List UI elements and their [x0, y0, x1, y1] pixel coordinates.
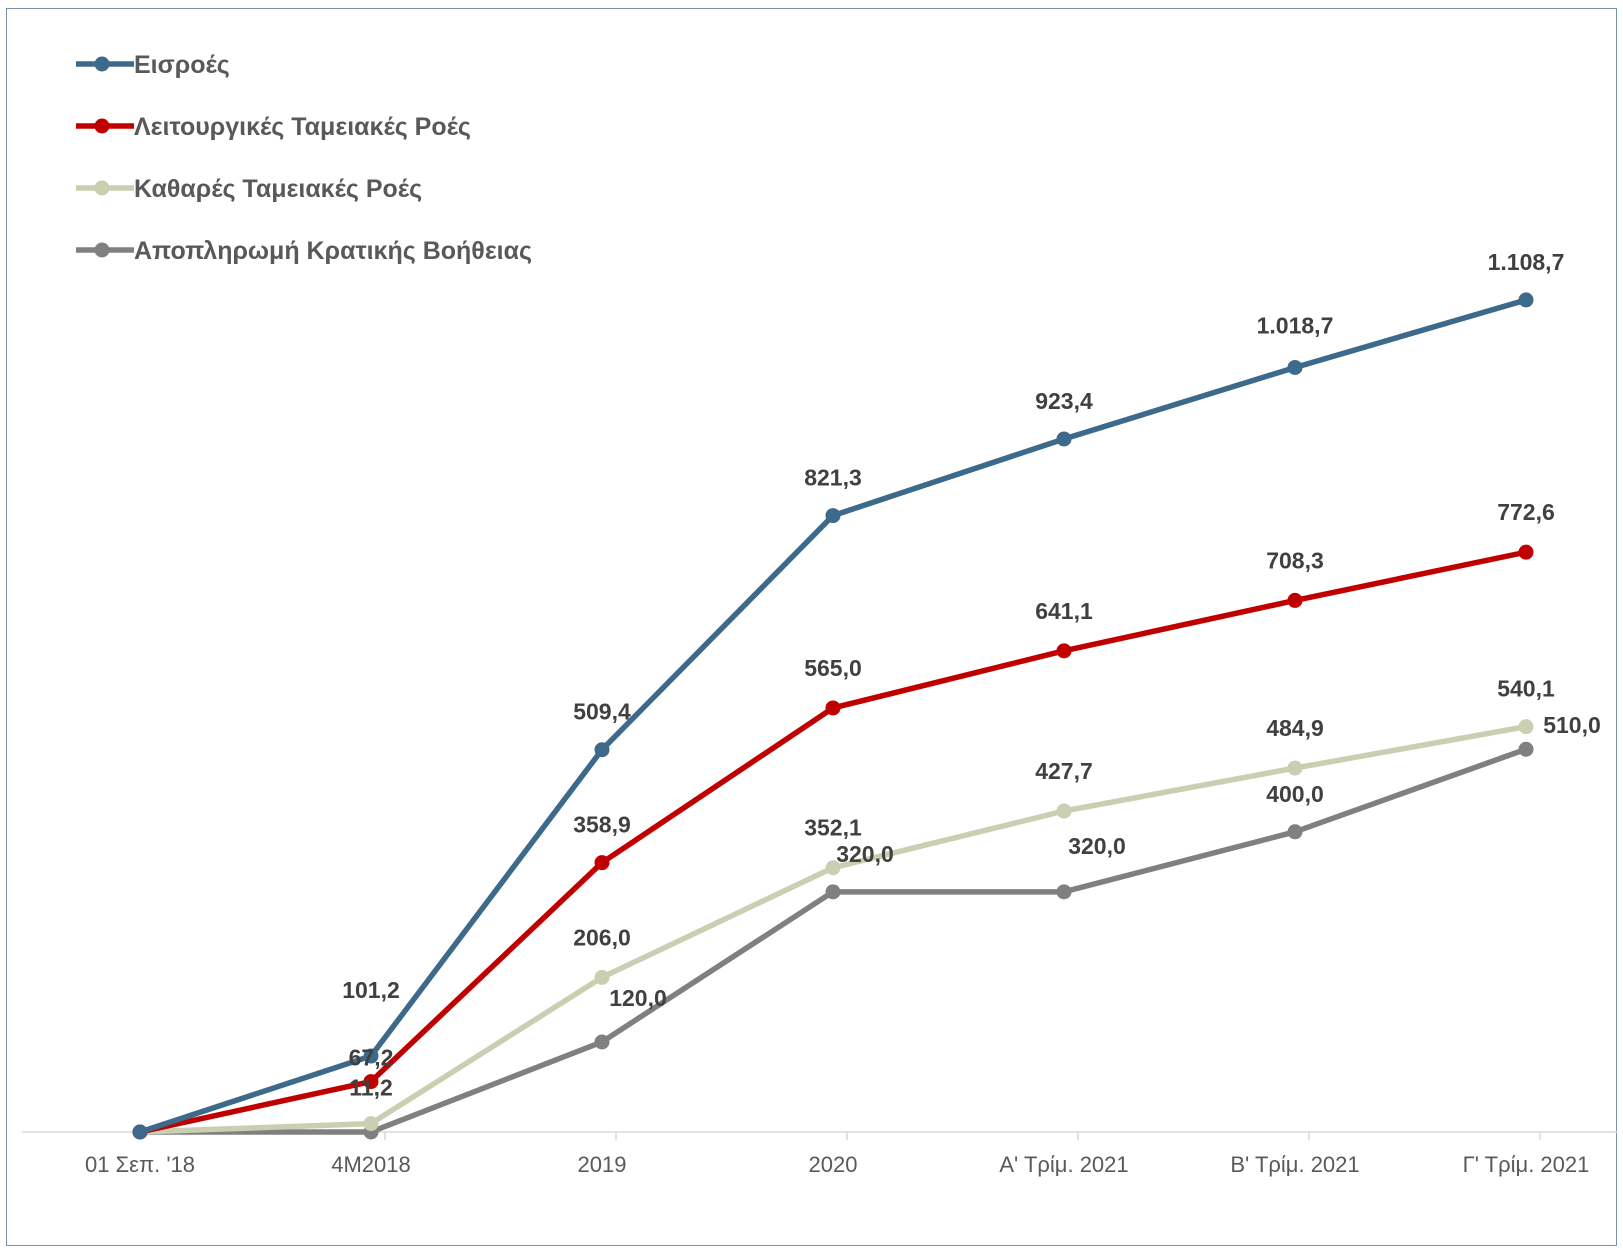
x-tick-label: 2020: [809, 1152, 858, 1177]
data-point: [595, 855, 610, 870]
x-tick-label: Α' Τρίμ. 2021: [999, 1152, 1128, 1177]
x-tick-label: 4M2018: [331, 1152, 411, 1177]
data-point: [1057, 804, 1072, 819]
legend-label: Αποπληρωμή Κρατικής Βοήθειας: [134, 237, 532, 265]
data-label: 101,2: [342, 977, 400, 1003]
x-tick-label: 2019: [578, 1152, 627, 1177]
data-label: 510,0: [1543, 712, 1601, 738]
data-point: [133, 1125, 148, 1140]
x-tick-label: 01 Σεπ. '18: [85, 1152, 195, 1177]
x-axis: 01 Σεπ. '18 4M2018 2019 2020 Α' Τρίμ. 2021 Β'…: [22, 1132, 1617, 1177]
data-label: 923,4: [1035, 388, 1093, 414]
data-label: 206,0: [573, 924, 631, 950]
data-point: [1519, 719, 1534, 734]
legend: Εισροές Λειτουργικές Ταμειακές Ροές Καθαρέ…: [76, 51, 532, 265]
data-point: [1057, 431, 1072, 446]
data-label: 67,2: [349, 1045, 394, 1071]
data-point: [1288, 761, 1303, 776]
data-point: [595, 970, 610, 985]
data-label: 1.108,7: [1488, 249, 1565, 275]
legend-swatch-marker: [95, 57, 110, 72]
data-label: 11,2: [349, 1075, 393, 1101]
data-point: [595, 1034, 610, 1049]
legend-swatch-marker: [95, 181, 110, 196]
data-point: [1288, 593, 1303, 608]
data-point: [1288, 360, 1303, 375]
x-tick-label: Γ' Τρίμ. 2021: [1463, 1152, 1590, 1177]
data-point: [826, 700, 841, 715]
data-point: [1519, 545, 1534, 560]
data-label: 565,0: [804, 655, 862, 681]
data-point: [826, 884, 841, 899]
legend-swatch-marker: [95, 243, 110, 258]
legend-swatch-marker: [95, 119, 110, 134]
data-label: 641,1: [1035, 598, 1093, 624]
data-point: [1057, 643, 1072, 658]
data-label: 821,3: [804, 465, 862, 491]
data-label: 484,9: [1266, 715, 1324, 741]
data-point: [826, 508, 841, 523]
data-label: 509,4: [573, 699, 631, 725]
data-label: 540,1: [1497, 676, 1555, 702]
data-point: [1057, 884, 1072, 899]
x-tick-label: Β' Τρίμ. 2021: [1230, 1152, 1359, 1177]
data-label: 772,6: [1497, 499, 1555, 525]
data-point: [1519, 292, 1534, 307]
legend-label: Καθαρές Ταμειακές Ροές: [134, 175, 422, 203]
data-label: 427,7: [1035, 758, 1093, 784]
data-point: [1519, 742, 1534, 757]
data-point: [1288, 824, 1303, 839]
data-label: 120,0: [609, 985, 667, 1011]
data-label: 358,9: [573, 812, 631, 838]
legend-label: Εισροές: [134, 51, 230, 79]
data-label: 320,0: [836, 841, 894, 867]
data-label: 1.018,7: [1257, 312, 1334, 338]
data-label: 320,0: [1068, 833, 1126, 859]
data-label: 400,0: [1266, 781, 1324, 807]
legend-label: Λειτουργικές Ταμειακές Ροές: [134, 113, 471, 141]
data-point: [595, 742, 610, 757]
data-label: 708,3: [1266, 547, 1324, 573]
data-point: [364, 1116, 379, 1131]
data-label: 352,1: [804, 815, 862, 841]
